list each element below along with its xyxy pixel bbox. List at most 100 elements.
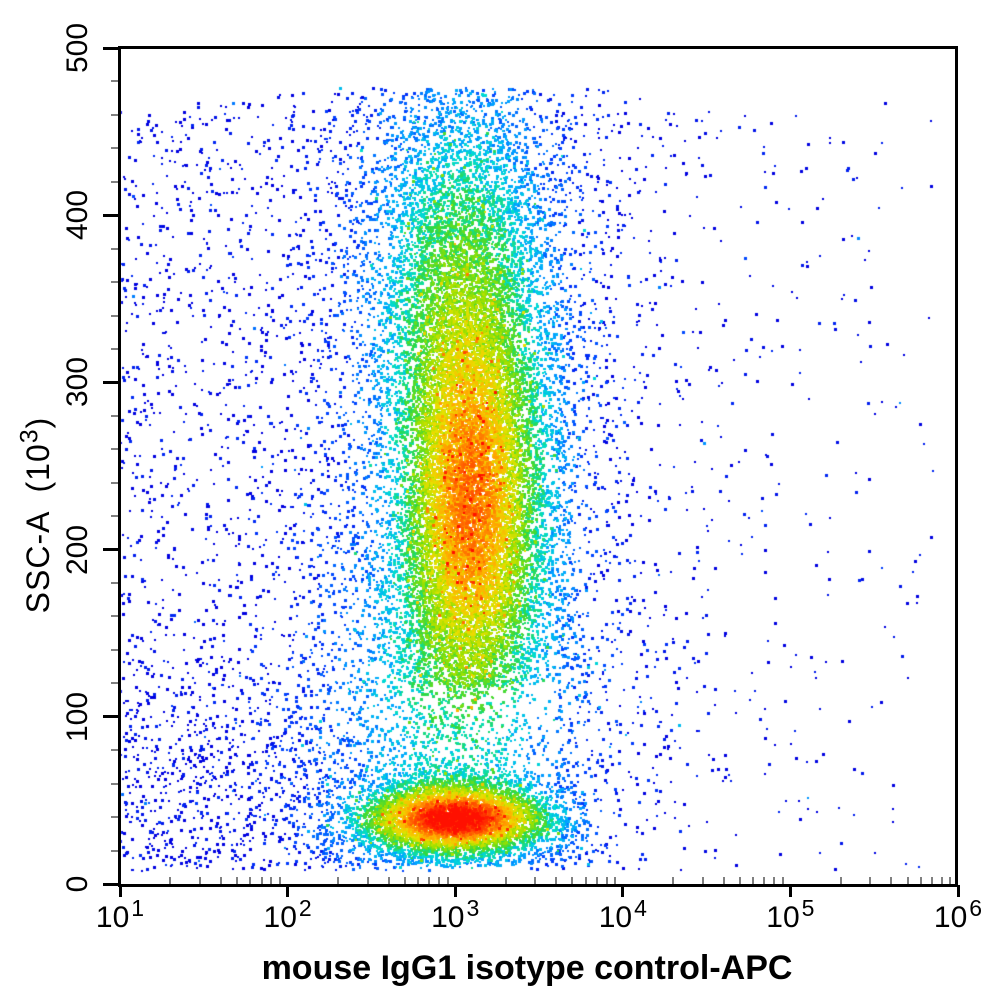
- x-minor-tick: [672, 877, 675, 884]
- x-tick-label-base: 10: [933, 901, 968, 934]
- y-minor-tick: [111, 849, 118, 852]
- y-minor-tick: [111, 816, 118, 819]
- x-minor-tick: [403, 877, 406, 884]
- x-tick-label-base: 10: [598, 901, 633, 934]
- x-minor-tick: [555, 877, 558, 884]
- x-tick-label-exponent: 6: [969, 895, 983, 921]
- x-minor-tick: [869, 877, 872, 884]
- y-minor-tick: [111, 582, 118, 585]
- x-tick-label-base: 10: [95, 901, 130, 934]
- x-minor-tick: [940, 877, 943, 884]
- y-minor-tick: [111, 314, 118, 317]
- x-tick-label: 103: [431, 897, 479, 934]
- y-major-tick: [103, 380, 118, 384]
- y-axis-title-superscript: 3: [15, 428, 44, 444]
- x-minor-tick: [701, 877, 704, 884]
- y-axis-title-base: SSC-A (10: [20, 443, 56, 614]
- x-major-tick: [788, 885, 792, 897]
- x-tick-label-base: 10: [766, 901, 800, 934]
- x-minor-tick: [169, 877, 172, 884]
- x-minor-tick: [722, 877, 725, 884]
- x-major-tick: [621, 885, 625, 897]
- y-axis-title: SSC-A (103): [15, 416, 56, 614]
- x-tick-label: 101: [95, 897, 144, 934]
- x-minor-tick: [260, 877, 263, 884]
- x-minor-tick: [906, 877, 909, 884]
- x-axis-title: mouse IgG1 isotype control-APC: [261, 949, 793, 987]
- x-minor-tick: [571, 877, 574, 884]
- x-minor-tick: [249, 877, 252, 884]
- x-tick-label-exponent: 2: [298, 895, 312, 921]
- x-minor-tick: [752, 877, 755, 884]
- y-minor-tick: [111, 648, 118, 651]
- x-tick-label-exponent: 5: [801, 895, 815, 921]
- y-axis-title-close: ): [20, 416, 56, 429]
- x-minor-tick: [417, 877, 420, 884]
- x-minor-tick: [278, 877, 281, 884]
- x-tick-label: 106: [933, 897, 982, 934]
- x-major-tick: [956, 885, 960, 897]
- x-minor-tick: [919, 877, 922, 884]
- y-major-tick: [103, 882, 118, 886]
- y-minor-tick: [111, 113, 118, 116]
- x-tick-label-base: 10: [263, 901, 297, 934]
- x-minor-tick: [584, 877, 587, 884]
- y-minor-tick: [111, 682, 118, 685]
- x-minor-tick: [337, 877, 340, 884]
- x-minor-tick: [614, 877, 617, 884]
- y-minor-tick: [111, 147, 118, 150]
- y-tick-label: 0: [61, 875, 94, 893]
- x-minor-tick: [437, 877, 440, 884]
- x-tick-label-exponent: 4: [634, 895, 647, 921]
- y-minor-tick: [111, 749, 118, 752]
- y-major-tick: [103, 715, 118, 719]
- x-minor-tick: [931, 877, 934, 884]
- x-minor-tick: [504, 877, 507, 884]
- x-minor-tick: [605, 877, 608, 884]
- x-tick-label-exponent: 3: [466, 895, 480, 921]
- y-minor-tick: [111, 448, 118, 451]
- x-minor-tick: [890, 877, 893, 884]
- y-tick-label: 300: [61, 357, 94, 408]
- y-major-tick: [103, 213, 118, 217]
- y-major-tick: [103, 46, 118, 50]
- x-major-tick: [286, 885, 290, 897]
- x-minor-tick: [595, 877, 598, 884]
- x-minor-tick: [219, 877, 222, 884]
- y-minor-tick: [111, 615, 118, 618]
- x-major-tick: [118, 885, 122, 897]
- x-minor-tick: [446, 877, 449, 884]
- y-minor-tick: [111, 180, 118, 183]
- x-minor-tick: [839, 877, 842, 884]
- x-tick-label: 104: [598, 897, 647, 934]
- x-minor-tick: [763, 877, 766, 884]
- x-minor-tick: [534, 877, 537, 884]
- y-minor-tick: [111, 481, 118, 484]
- x-minor-tick: [949, 877, 952, 884]
- x-minor-tick: [781, 877, 784, 884]
- y-tick-label: 400: [61, 190, 94, 241]
- x-minor-tick: [270, 877, 273, 884]
- y-major-tick: [103, 548, 118, 552]
- y-tick-label: 200: [61, 524, 94, 575]
- y-minor-tick: [111, 281, 118, 284]
- x-axis-title-text: mouse IgG1 isotype control-APC: [261, 949, 793, 987]
- y-minor-tick: [111, 782, 118, 785]
- x-tick-label: 102: [263, 897, 312, 934]
- y-minor-tick: [111, 247, 118, 250]
- y-minor-tick: [111, 414, 118, 417]
- y-tick-label: 100: [61, 691, 94, 742]
- x-minor-tick: [387, 877, 390, 884]
- x-minor-tick: [236, 877, 239, 884]
- x-minor-tick: [773, 877, 776, 884]
- x-major-tick: [453, 885, 457, 897]
- x-tick-label-base: 10: [431, 901, 465, 934]
- x-tick-label-exponent: 1: [131, 895, 145, 921]
- y-minor-tick: [111, 515, 118, 518]
- x-minor-tick: [366, 877, 369, 884]
- x-minor-tick: [738, 877, 741, 884]
- y-minor-tick: [111, 80, 118, 83]
- y-tick-label: 500: [61, 22, 94, 74]
